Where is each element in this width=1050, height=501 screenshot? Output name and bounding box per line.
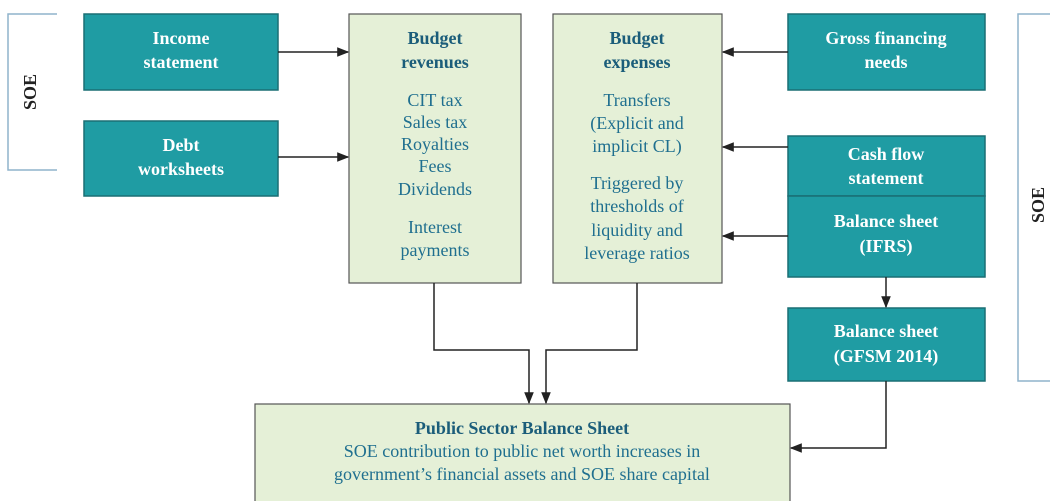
box-item: Interest: [408, 217, 462, 237]
box-item: leverage ratios: [584, 243, 689, 263]
source-box: [83, 120, 279, 197]
box-title: Budget: [609, 28, 664, 48]
public-sector-box: [254, 403, 791, 501]
box-item: Fees: [419, 156, 452, 176]
side-label: SOE: [1028, 187, 1048, 223]
source-box: [787, 135, 986, 197]
box-title: Budget: [407, 28, 462, 48]
box-label: Income: [153, 28, 210, 48]
box-label: Balance sheet: [834, 211, 938, 231]
soe-bracket: [7, 13, 57, 171]
box-label: statement: [144, 52, 219, 72]
soe-bracket: [1017, 13, 1050, 382]
box-item: Triggered by: [591, 173, 684, 193]
box-label: Cash flow: [848, 144, 925, 164]
box-label: (IFRS): [860, 236, 913, 257]
box-label: Balance sheet: [834, 321, 938, 341]
source-box: [787, 195, 986, 278]
box-item: implicit CL): [592, 136, 682, 157]
box-item: CIT tax: [407, 90, 462, 110]
revenues-box: [348, 13, 522, 284]
arrows: [278, 47, 891, 453]
box-item: Royalties: [401, 134, 469, 154]
source-box: [83, 13, 279, 91]
box-text: SOE contribution to public net worth inc…: [344, 441, 700, 461]
source-box: [787, 307, 986, 382]
box-item: liquidity and: [591, 220, 683, 240]
box-label: statement: [849, 168, 924, 188]
box-item: Sales tax: [403, 112, 468, 132]
box-title: expenses: [604, 52, 671, 72]
side-label: SOE: [20, 74, 40, 110]
box-title: Public Sector Balance Sheet: [415, 418, 629, 438]
box-item: Dividends: [398, 179, 472, 199]
box-label: Debt: [163, 135, 200, 155]
box-item: payments: [401, 240, 470, 260]
box-item: Transfers: [603, 90, 670, 110]
box-text: government’s financial assets and SOE sh…: [334, 464, 710, 484]
box-title: revenues: [401, 52, 469, 72]
box-label: worksheets: [138, 159, 224, 179]
box-item: (Explicit and: [590, 113, 683, 134]
box-label: Gross financing: [825, 28, 946, 48]
expenses-box: [552, 13, 723, 284]
box-label: (GFSM 2014): [834, 346, 938, 367]
box-label: needs: [864, 52, 907, 72]
box-item: thresholds of: [590, 196, 684, 216]
